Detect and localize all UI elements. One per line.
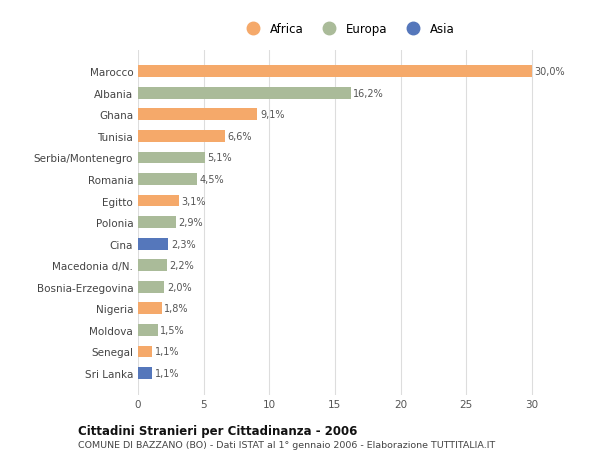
Bar — [138, 324, 158, 336]
Bar — [138, 217, 176, 229]
Text: 16,2%: 16,2% — [353, 89, 384, 99]
Text: 1,1%: 1,1% — [155, 368, 179, 378]
Text: 1,8%: 1,8% — [164, 304, 189, 313]
Bar — [138, 174, 197, 185]
Text: 2,2%: 2,2% — [170, 261, 194, 271]
Text: 1,1%: 1,1% — [155, 347, 179, 357]
Bar — [138, 152, 205, 164]
Text: 30,0%: 30,0% — [535, 67, 565, 77]
Text: 3,1%: 3,1% — [181, 196, 206, 206]
Text: 2,3%: 2,3% — [171, 239, 196, 249]
Text: COMUNE DI BAZZANO (BO) - Dati ISTAT al 1° gennaio 2006 - Elaborazione TUTTITALIA: COMUNE DI BAZZANO (BO) - Dati ISTAT al 1… — [78, 441, 495, 449]
Text: 2,9%: 2,9% — [179, 218, 203, 228]
Bar — [138, 131, 224, 142]
Bar — [138, 303, 161, 314]
Text: 6,6%: 6,6% — [227, 132, 252, 141]
Bar — [138, 109, 257, 121]
Text: 9,1%: 9,1% — [260, 110, 284, 120]
Legend: Africa, Europa, Asia: Africa, Europa, Asia — [236, 18, 460, 41]
Text: Cittadini Stranieri per Cittadinanza - 2006: Cittadini Stranieri per Cittadinanza - 2… — [78, 424, 358, 437]
Bar — [138, 281, 164, 293]
Bar — [138, 88, 350, 100]
Bar — [138, 238, 168, 250]
Bar — [138, 195, 179, 207]
Bar — [138, 346, 152, 358]
Text: 5,1%: 5,1% — [208, 153, 232, 163]
Text: 1,5%: 1,5% — [160, 325, 185, 335]
Bar — [138, 66, 532, 78]
Bar — [138, 260, 167, 272]
Text: 4,5%: 4,5% — [200, 174, 224, 185]
Bar — [138, 367, 152, 379]
Text: 2,0%: 2,0% — [167, 282, 191, 292]
